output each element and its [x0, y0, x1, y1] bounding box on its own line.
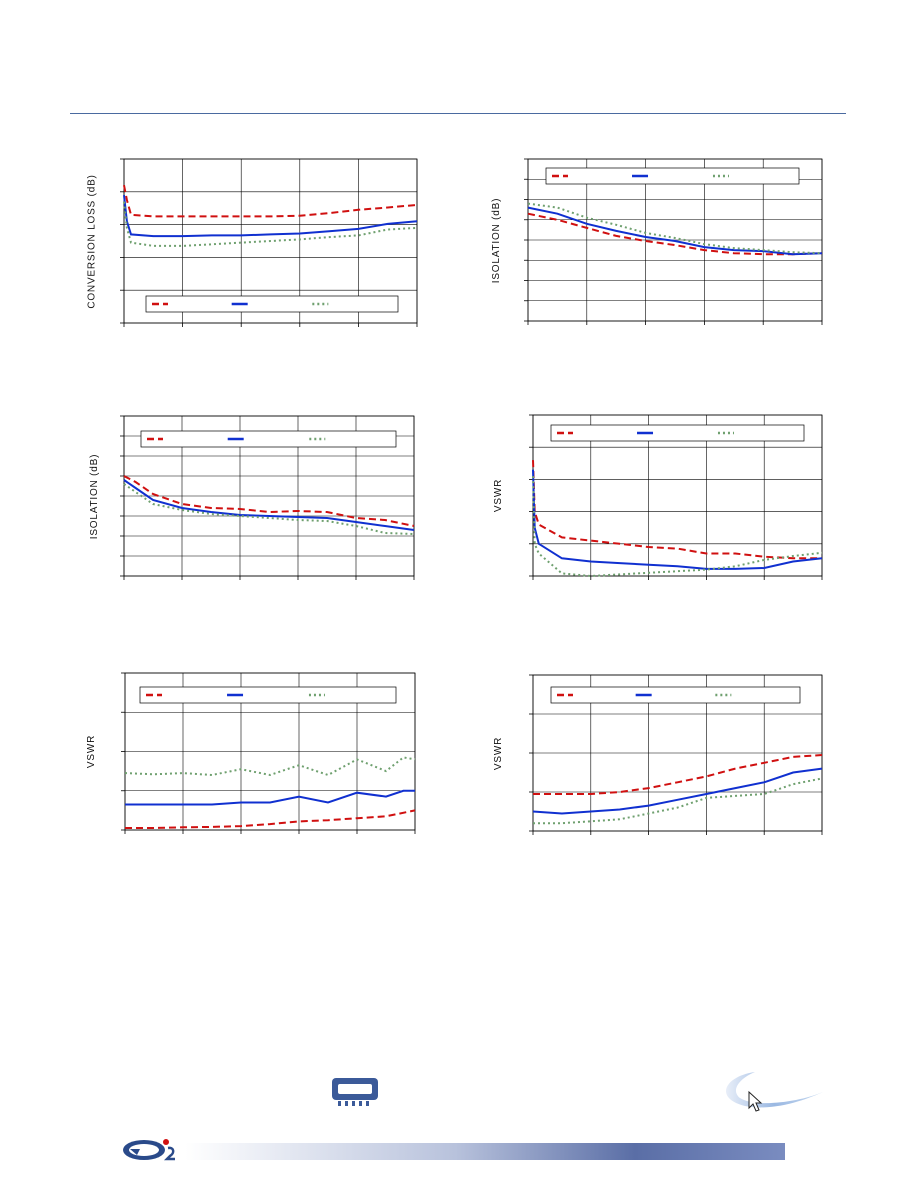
legend-box: [550, 686, 801, 704]
footer-gradient-band: [185, 1143, 785, 1160]
swoosh-logo: [726, 1072, 823, 1112]
series-line-3: [533, 777, 823, 825]
chip-package-icon: [332, 1078, 378, 1106]
plot-frame: [123, 158, 418, 324]
legend: [545, 167, 800, 185]
plot-frame: [532, 674, 823, 832]
grid: [529, 674, 823, 835]
legend-box: [139, 686, 397, 704]
y-axis-label: VSWR: [492, 736, 504, 770]
series-line-1: [527, 212, 823, 256]
grid: [120, 158, 418, 327]
plot-frame: [124, 672, 416, 831]
y-axis-label: VSWR: [85, 734, 97, 769]
y-axis-label: ISOLATION (dB): [490, 197, 502, 283]
series-line-2: [123, 194, 418, 238]
plot-frame: [532, 414, 823, 577]
y-axis-label: CONVERSION LOSS (dB): [86, 173, 98, 309]
legend-box: [550, 424, 805, 442]
y-axis-label: VSWR: [492, 478, 504, 513]
legend-box: [140, 430, 397, 448]
legend: [139, 686, 397, 704]
series-line-1: [123, 185, 418, 218]
grid: [121, 672, 416, 834]
series-line-2: [527, 206, 823, 256]
series-line-2: [125, 789, 415, 806]
grid: [524, 158, 823, 325]
header-rule: [70, 113, 846, 114]
legend: [145, 295, 399, 313]
series-line-3: [527, 202, 823, 255]
series-line-1: [123, 475, 415, 527]
y-axis-label: ISOLATION (dB): [88, 453, 100, 539]
series-line-1: [533, 754, 823, 795]
company-logo: [123, 1139, 175, 1161]
plot-frame: [123, 415, 415, 577]
series-line-1: [532, 460, 822, 560]
grid: [529, 414, 823, 580]
legend: [140, 430, 397, 448]
series-line-3: [124, 756, 416, 777]
legend-box: [145, 295, 399, 313]
series-line-3: [123, 201, 418, 247]
legend-box: [545, 167, 800, 185]
plot-frame: [527, 158, 823, 322]
series-line-2: [123, 479, 415, 531]
legend: [550, 686, 801, 704]
grid: [120, 415, 415, 580]
series-line-3: [532, 476, 823, 578]
series-line-3: [123, 483, 415, 535]
series-line-1: [125, 809, 416, 829]
series-line-2: [532, 469, 823, 570]
legend: [550, 424, 805, 442]
series-line-2: [532, 767, 823, 815]
cursor-icon: [748, 1090, 763, 1112]
